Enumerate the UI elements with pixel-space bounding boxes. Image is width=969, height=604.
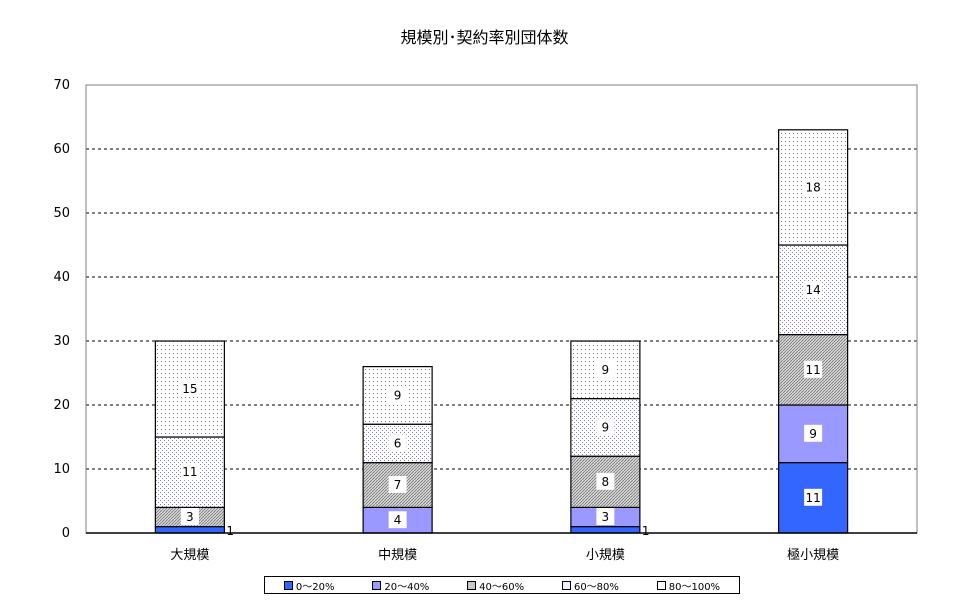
data-label: 1 (642, 524, 650, 538)
data-label: 14 (805, 283, 820, 297)
legend-swatch (467, 580, 477, 590)
data-label: 9 (394, 388, 402, 402)
legend-swatch (561, 580, 571, 590)
y-tick-label: 60 (53, 142, 70, 157)
data-label-bg (804, 488, 823, 506)
data-label-bg (804, 178, 823, 196)
chart-title: 規模別･契約率別団体数 (400, 28, 569, 47)
data-label-bg (180, 508, 199, 525)
legend-item: 60～80% (561, 578, 619, 593)
data-label: 15 (182, 382, 197, 396)
legend-label: 60～80% (573, 581, 619, 593)
data-label: 4 (394, 513, 402, 527)
data-label: 18 (805, 180, 820, 194)
data-label-bg (596, 418, 615, 436)
data-label-bg (180, 380, 199, 397)
data-label-bg (388, 511, 407, 529)
category-label: 極小規模 (787, 547, 839, 563)
category-label: 小規模 (586, 548, 625, 563)
data-label-bg (804, 360, 823, 378)
data-label: 8 (602, 475, 610, 489)
data-label: 6 (394, 436, 402, 450)
category-label: 大規模 (170, 548, 209, 563)
data-label: 7 (394, 478, 402, 492)
data-label: 3 (602, 510, 610, 524)
data-label-bg (388, 434, 407, 452)
legend-item: 0～20% (283, 578, 335, 593)
data-label-bg (596, 360, 615, 378)
y-tick-label: 20 (53, 398, 70, 413)
data-label-bg (596, 508, 615, 525)
bar-segment (570, 525, 641, 534)
data-label-bg (388, 476, 407, 493)
legend-swatch (372, 580, 382, 590)
data-label-bg (596, 472, 615, 490)
legend-swatch (283, 580, 293, 590)
data-label: 9 (602, 363, 610, 377)
legend-swatch (656, 580, 666, 590)
legend-label: 40～60% (479, 581, 525, 593)
y-tick-label: 10 (53, 462, 70, 477)
data-label-bg (804, 280, 823, 298)
data-label: 11 (182, 465, 197, 479)
legend-item: 20～40% (372, 578, 429, 593)
data-label-bg (180, 463, 199, 481)
data-label: 11 (805, 363, 820, 377)
legend: 0～20% 20～40% 40～60% 60～80% 80～100% (264, 576, 740, 594)
y-tick-label: 30 (53, 334, 70, 349)
y-tick-label: 0 (62, 526, 70, 541)
y-tick-label: 70 (53, 78, 70, 93)
bar-segment (154, 525, 225, 534)
category-label: 中規模 (378, 548, 417, 563)
y-tick-label: 40 (53, 270, 70, 285)
data-label: 1 (226, 524, 234, 538)
legend-label: 20～40% (384, 581, 430, 593)
legend-label: 0～20% (295, 581, 335, 593)
data-label: 11 (805, 491, 820, 505)
data-label-bg (804, 424, 823, 442)
legend-label: 80～100% (668, 581, 721, 593)
data-label-bg (388, 386, 407, 404)
data-label: 9 (809, 427, 817, 441)
data-label: 3 (186, 510, 194, 524)
y-tick-label: 50 (53, 206, 70, 221)
legend-item: 80～100% (656, 578, 721, 593)
legend-item: 40～60% (467, 578, 524, 593)
data-label: 9 (602, 420, 610, 434)
